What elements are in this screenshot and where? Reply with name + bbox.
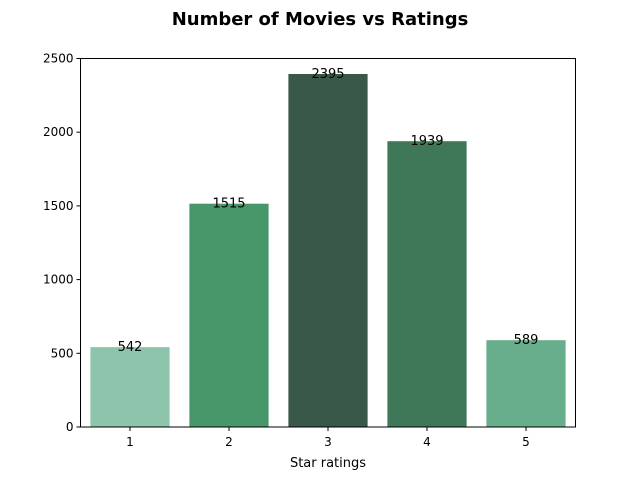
x-tick-label-3: 3	[324, 435, 332, 449]
y-axis: 0 500 1000 1500 2000 2500	[43, 52, 81, 434]
y-tick-label-1000: 1000	[43, 273, 74, 287]
x-tick-label-4: 4	[423, 435, 431, 449]
x-tick-label-2: 2	[225, 435, 233, 449]
data-labels-layer: 542 1515 2395 1939 589	[118, 67, 539, 355]
bar-5	[486, 340, 566, 427]
bar-2	[189, 203, 269, 427]
y-tick-label-2500: 2500	[43, 52, 74, 66]
data-label-5: 589	[514, 333, 539, 348]
plot-frame	[80, 58, 576, 428]
data-label-2: 1515	[212, 197, 245, 212]
bars-layer	[90, 73, 566, 427]
data-label-1: 542	[118, 340, 143, 355]
data-label-4: 1939	[410, 134, 443, 149]
chart-title: Number of Movies vs Ratings	[172, 9, 469, 30]
x-axis: 1 2 3 4 5	[126, 427, 530, 449]
y-tick-label-1500: 1500	[43, 199, 74, 213]
x-tick-label-5: 5	[522, 435, 530, 449]
bar-1	[90, 347, 170, 427]
x-tick-label-1: 1	[126, 435, 134, 449]
y-tick-label-0: 0	[66, 420, 74, 434]
y-tick-label-2000: 2000	[43, 125, 74, 139]
y-tick-label-500: 500	[51, 346, 74, 360]
bar-4	[387, 141, 467, 427]
x-axis-label: Star ratings	[290, 456, 366, 471]
data-label-3: 2395	[311, 67, 344, 82]
bar-3	[288, 73, 368, 427]
